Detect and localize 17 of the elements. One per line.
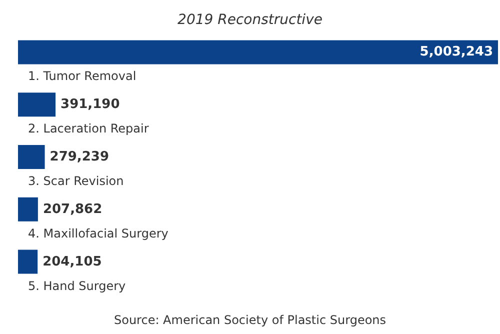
y-tick-label: 1. Tumor Removal (28, 69, 136, 84)
bar (18, 145, 45, 169)
data-label: 204,105 (42, 254, 102, 270)
data-label: 391,190 (60, 97, 120, 112)
bar (18, 250, 38, 274)
bar (18, 197, 38, 222)
y-tick-label: 5. Hand Surgery (28, 278, 126, 293)
source-note: Source: American Society of Plastic Surgeons (114, 313, 386, 327)
data-label: 5,003,243 (420, 44, 493, 60)
bar (18, 92, 56, 117)
chart-title: 2019 Reconstructive (178, 12, 322, 28)
bar (18, 40, 498, 64)
y-tick-label: 4. Maxillofacial Surgery (28, 226, 168, 240)
data-label: 279,239 (50, 150, 110, 164)
y-tick-label: 3. Scar Revision (28, 174, 124, 188)
y-tick-label: 2. Laceration Repair (28, 122, 149, 136)
data-label: 207,862 (42, 202, 102, 217)
